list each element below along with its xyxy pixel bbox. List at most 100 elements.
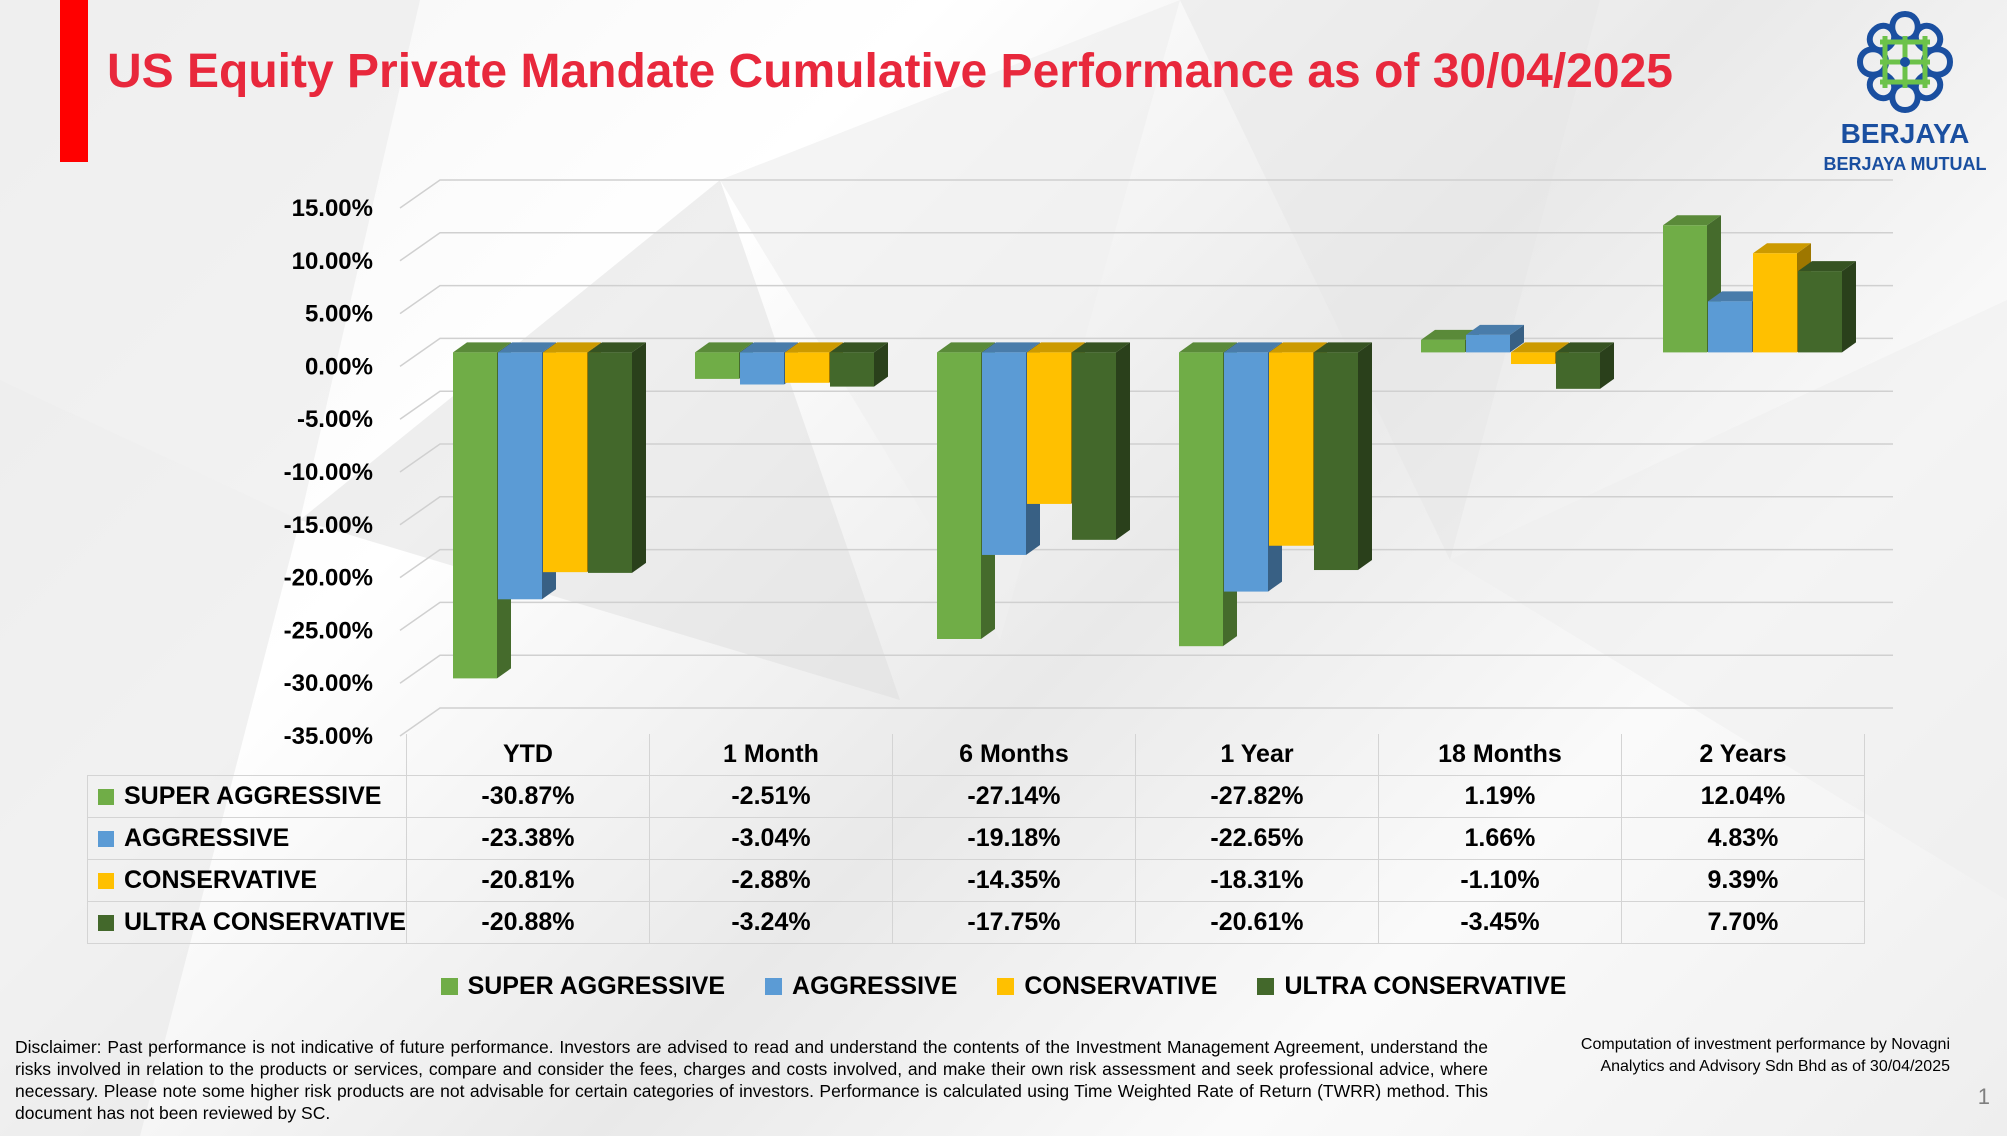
y-tick-label: -10.00%	[284, 459, 373, 486]
table-cell: -17.75%	[891, 901, 1136, 944]
computation-note: Computation of investment performance by…	[1580, 1036, 1950, 1075]
category-header-18-months: 18 Months	[1377, 734, 1622, 776]
legend-swatch-ultra-conservative	[98, 915, 114, 931]
table-cell: -23.38%	[405, 817, 650, 860]
bar-top-face	[588, 342, 646, 353]
bar-side-face	[1358, 342, 1372, 571]
row-label: AGGRESSIVE	[124, 824, 290, 852]
bar-top-face	[543, 342, 601, 353]
disclaimer-text: Disclaimer: Past performance is not indi…	[15, 1037, 1488, 1123]
gridline	[399, 284, 1893, 315]
bar-top-face	[498, 342, 556, 353]
table-cell: -14.35%	[891, 859, 1136, 902]
bar-front-face	[588, 352, 632, 573]
table-cell: -1.10%	[1377, 859, 1622, 902]
bar-top-face	[982, 342, 1040, 353]
bar-ultra-conservative-18-months	[1556, 342, 1614, 389]
table-cell: -18.31%	[1134, 859, 1379, 902]
y-tick-label: 15.00%	[292, 195, 373, 222]
row-label: CONSERVATIVE	[124, 866, 318, 894]
legend-label: ULTRA CONSERVATIVE	[1284, 972, 1567, 1000]
bar-front-face	[1027, 352, 1071, 504]
bar-front-face	[1663, 225, 1707, 353]
bar-top-face	[1421, 329, 1479, 340]
category-header-1-month: 1 Month	[648, 734, 893, 776]
bar-front-face	[1753, 253, 1797, 353]
table-cell: -27.14%	[891, 775, 1136, 818]
bar-front-face	[1179, 352, 1223, 647]
bar-ultra-conservative-1-month	[830, 342, 888, 387]
table-cell: 4.83%	[1620, 817, 1865, 860]
bar-side-face	[1842, 261, 1856, 353]
chart-legend: SUPER AGGRESSIVE AGGRESSIVE CONSERVATIVE…	[0, 972, 2007, 1001]
bar-top-face	[1663, 215, 1721, 226]
bar-side-face	[1116, 342, 1130, 540]
table-cell: -27.82%	[1134, 775, 1379, 818]
table-cell: -20.88%	[405, 901, 650, 944]
table-row-conservative: CONSERVATIVE -20.81% -2.88% -14.35% -18.…	[87, 859, 1865, 902]
bars	[453, 215, 1856, 679]
bar-front-face	[1224, 352, 1268, 592]
table-row-ultra-conservative: ULTRA CONSERVATIVE -20.88% -3.24% -17.75…	[87, 901, 1865, 944]
gridline	[399, 232, 1893, 262]
legend-swatch-super-aggressive	[98, 789, 114, 805]
y-tick-label: -5.00%	[297, 406, 373, 433]
bar-top-face	[1314, 342, 1372, 353]
gridline	[399, 654, 1893, 684]
bar-top-face	[1269, 342, 1327, 353]
table-cell: -3.24%	[648, 901, 893, 944]
gridline	[399, 443, 1893, 473]
y-axis-tick-labels: 15.00% 10.00% 5.00% 0.00% -5.00% -10.00% -15.0…	[284, 195, 373, 750]
row-label: SUPER AGGRESSIVE	[124, 782, 382, 810]
legend-swatch	[440, 978, 458, 995]
bar-top-face	[785, 342, 843, 353]
bar-aggressive-18-months	[1466, 324, 1524, 353]
gridlines	[399, 179, 1893, 737]
legend-item-ultra-conservative: ULTRA CONSERVATIVE	[1257, 972, 1566, 1001]
bar-front-face	[1269, 352, 1313, 546]
bar-front-face	[1556, 352, 1600, 389]
bar-top-face	[1556, 342, 1614, 353]
gridline	[399, 390, 1893, 420]
bar-top-face	[937, 342, 995, 353]
berjaya-logo: BERJAYA BERJAYA MUTUAL	[1810, 6, 2000, 176]
bar-top-face	[1511, 342, 1569, 353]
table-header-row: YTD 1 Month 6 Months 1 Year 18 Months 2 …	[88, 734, 1865, 776]
bar-top-face	[1072, 342, 1130, 353]
berjaya-emblem-icon	[1856, 10, 1954, 114]
legend-swatch	[1257, 978, 1275, 995]
table-cell: -2.51%	[648, 775, 893, 818]
category-header-1-year: 1 Year	[1134, 734, 1379, 776]
y-tick-label: -30.00%	[284, 670, 373, 697]
bar-top-face	[453, 342, 511, 353]
bar-front-face	[1708, 301, 1752, 353]
table-row-super-aggressive: SUPER AGGRESSIVE -30.87% -2.51% -27.14% …	[87, 775, 1865, 818]
legend-label: SUPER AGGRESSIVE	[467, 972, 726, 1000]
category-header-ytd: YTD	[405, 734, 650, 776]
bar-front-face	[453, 352, 497, 679]
table-cell: -3.45%	[1377, 901, 1622, 944]
legend-item-conservative: CONSERVATIVE	[997, 972, 1217, 1001]
gridline	[399, 548, 1893, 579]
y-tick-label: 0.00%	[305, 353, 373, 380]
bar-top-face	[695, 342, 753, 353]
table-cell: 7.70%	[1620, 901, 1865, 944]
bar-front-face	[695, 352, 739, 379]
legend-swatch	[765, 978, 783, 995]
legend-item-aggressive: AGGRESSIVE	[765, 972, 957, 1001]
bar-front-face	[1511, 352, 1555, 365]
gridline	[399, 496, 1893, 526]
legend-swatch	[997, 978, 1015, 995]
row-header-aggressive: AGGRESSIVE	[87, 817, 407, 860]
table-row-aggressive: AGGRESSIVE -23.38% -3.04% -19.18% -22.65…	[87, 817, 1865, 860]
bar-top-face	[1179, 342, 1237, 353]
bar-ultra-conservative-1-year	[1314, 342, 1372, 571]
logo-subtitle-text: BERJAYA MUTUAL	[1823, 154, 1987, 174]
bar-front-face	[937, 352, 981, 639]
y-tick-label: 10.00%	[292, 248, 373, 275]
bar-ultra-conservative-2-years	[1798, 261, 1856, 353]
bar-front-face	[785, 352, 829, 383]
legend-label: CONSERVATIVE	[1024, 972, 1218, 1000]
legend-label: AGGRESSIVE	[792, 972, 958, 1000]
